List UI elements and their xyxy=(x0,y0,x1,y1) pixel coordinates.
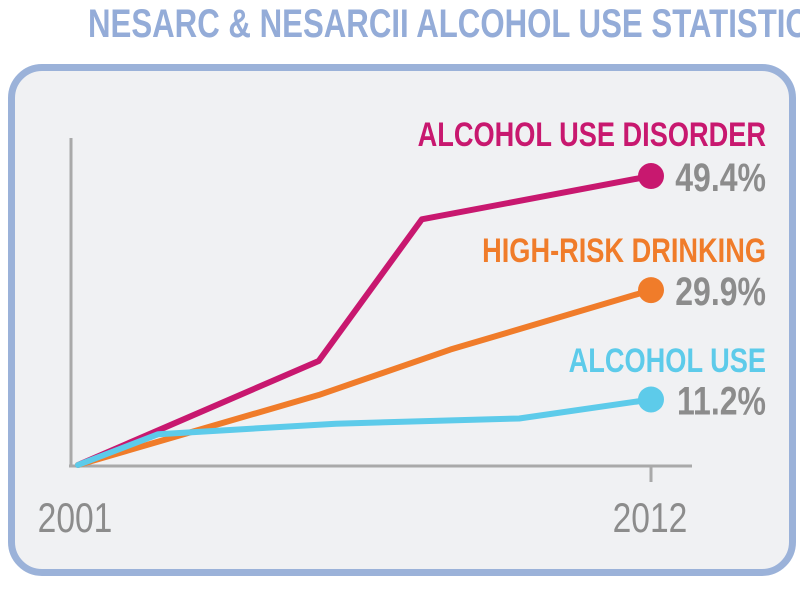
series-name-label: ALCOHOL USE xyxy=(569,341,766,380)
series-name-label: ALCOHOL USE DISORDER xyxy=(418,115,766,154)
series-value-label: 29.9% xyxy=(675,269,766,314)
series-line xyxy=(75,287,654,468)
x-tick-label: 2012 xyxy=(613,496,688,542)
series-name-label: HIGH-RISK DRINKING xyxy=(482,231,766,270)
x-tick-label: 2001 xyxy=(38,496,113,542)
series-value-label: 11.2% xyxy=(677,378,766,423)
chart-title: NESARC & NESARCII ALCOHOL USE STATISTICS xyxy=(88,2,800,46)
series-end-point xyxy=(638,277,664,304)
series-end-point xyxy=(638,163,664,190)
series-value-label: 49.4% xyxy=(675,155,766,200)
series-line xyxy=(75,173,654,468)
series-end-point xyxy=(638,386,664,413)
series-line xyxy=(75,396,654,468)
chart-panel xyxy=(8,64,796,576)
